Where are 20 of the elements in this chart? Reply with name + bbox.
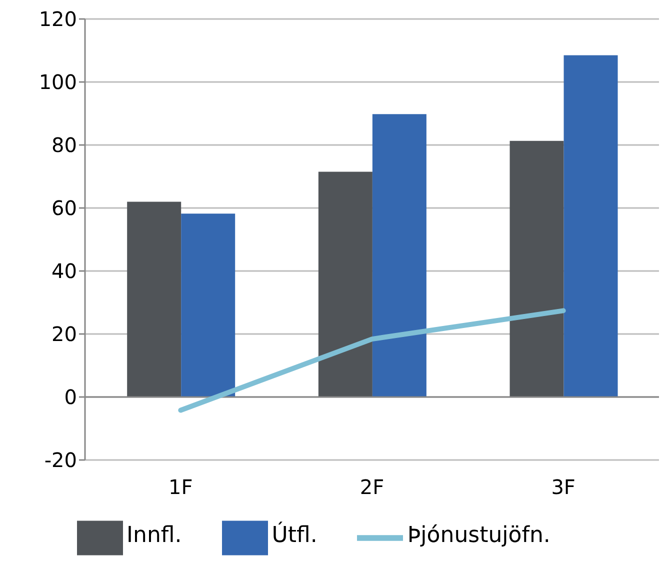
y-tick-label: -20 — [44, 448, 77, 472]
y-tick-label: 80 — [52, 133, 77, 158]
y-tick-label: 40 — [52, 259, 77, 284]
y-tick-label: 120 — [38, 7, 77, 32]
y-tick-label: 20 — [52, 322, 77, 346]
bar — [318, 172, 372, 397]
bar — [181, 214, 236, 397]
x-tick-label: 2F — [360, 475, 384, 500]
bar — [564, 55, 618, 397]
y-tick-label: 100 — [38, 70, 77, 94]
y-tick-label: 0 — [64, 385, 77, 410]
legend-label: Þjónustujöfn. — [407, 523, 550, 548]
bar — [372, 114, 426, 397]
legend-label: Útfl. — [272, 523, 318, 548]
x-tick-label: 3F — [551, 475, 576, 500]
x-tick-label: 1F — [168, 475, 193, 500]
y-tick-label: 60 — [52, 196, 77, 220]
bar — [510, 140, 564, 397]
bar — [127, 202, 182, 397]
legend-label: Innfl. — [126, 523, 182, 548]
